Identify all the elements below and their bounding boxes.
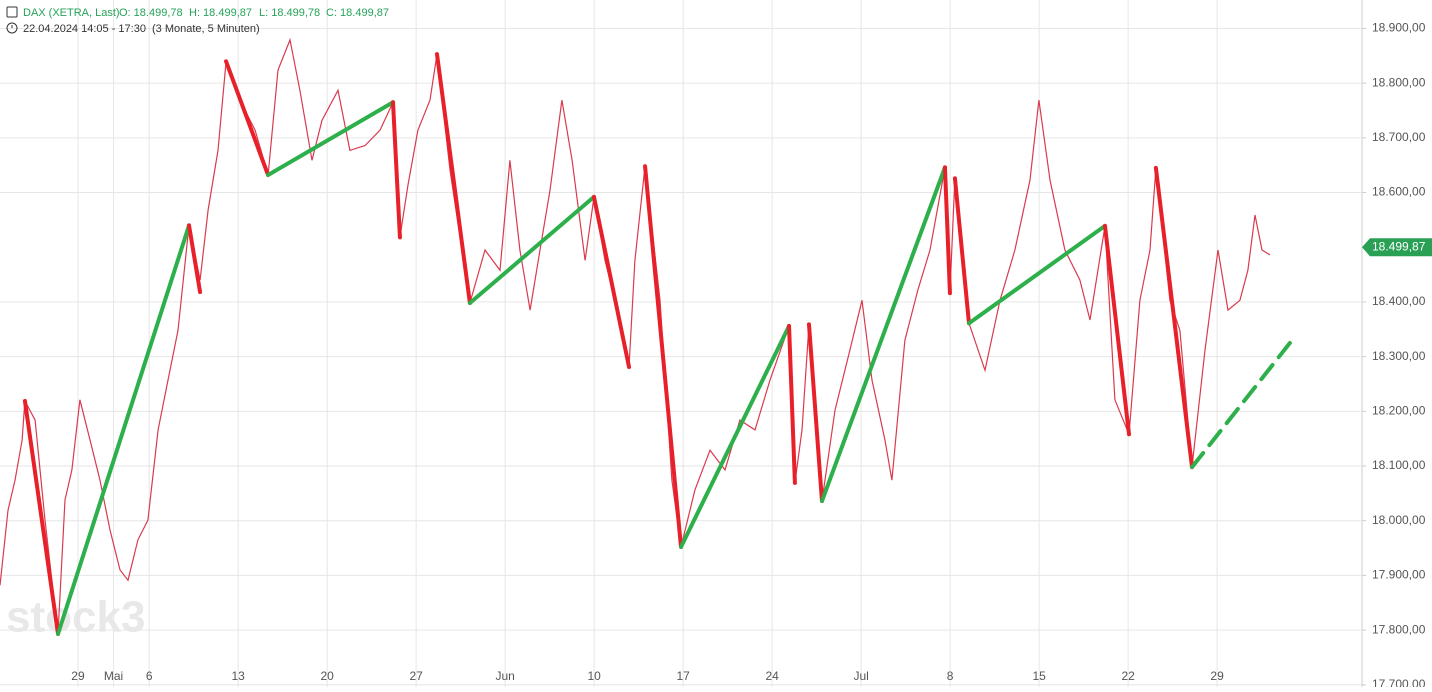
x-tick-label: 24 [765,669,779,683]
y-tick-label: 17.800,00 [1372,622,1426,636]
y-tick-label: 18.000,00 [1372,513,1426,527]
y-tick-label: 18.300,00 [1372,349,1426,363]
last-price-label: 18.499,87 [1372,239,1426,253]
zigzag-segment [787,323,797,485]
x-tick-label: 8 [947,669,954,683]
zigzag-segment [434,52,472,306]
zigzag-segment [819,165,947,504]
clock-icon [6,22,18,34]
x-tick-label: 17 [676,669,690,683]
zigzag-segment [56,223,192,636]
high: H: 18.499,87 [189,7,252,19]
zigzag-segment [22,398,61,636]
zigzag-segment [187,223,203,295]
last-price-box [1362,238,1432,257]
y-tick-label: 18.700,00 [1372,130,1426,144]
x-tick-label: 20 [320,669,334,683]
zigzag-segment [679,323,792,549]
zigzag-segment [1102,223,1132,437]
low: L: 18.499,78 [259,7,320,19]
x-tick-label: 22 [1121,669,1135,683]
y-tick-label: 18.100,00 [1372,458,1426,472]
zigzag-segment [966,223,1107,326]
x-tick-label: Jun [495,669,514,683]
x-tick-label: 10 [587,669,601,683]
instrument: DAX (XETRA, Last) [23,7,120,19]
open: O: 18.499,78 [119,7,183,19]
range: 22.04.2024 14:05 - 17:30 [23,23,146,35]
y-tick-label: 18.200,00 [1372,403,1426,417]
header: DAX (XETRA, Last) O: 18.499,78 H: 18.499… [6,6,389,35]
x-tick-label: 6 [146,669,153,683]
x-tick-label: 15 [1032,669,1046,683]
zigzag-segment [266,100,396,178]
x-tick-label: Jul [853,669,868,683]
x-tick-label: 29 [71,669,85,683]
x-tick-label: 13 [231,669,245,683]
zigzag-segment [643,164,683,549]
y-tick-label: 17.900,00 [1372,568,1426,582]
period: (3 Monate, 5 Minuten) [152,23,260,35]
zigzag-segment [467,194,596,306]
x-tick-label: Mai [104,669,123,683]
y-tick-label: 18.800,00 [1372,75,1426,89]
watermark: stock3 [6,593,145,642]
zigzag-segment [391,100,402,240]
y-tick-label: 18.600,00 [1372,185,1426,199]
x-tick-label: 29 [1210,669,1224,683]
price-line [0,37,1271,634]
zigzag-segment [591,194,632,370]
y-tick-label: 17.700,00 [1372,677,1426,687]
zigzag-segment [224,59,271,178]
y-tick-label: 18.900,00 [1372,21,1426,35]
zigzag-segment [806,322,824,504]
close: C: 18.499,87 [326,7,389,19]
zigzag-segment [942,165,952,296]
zigzag-segment [1190,340,1292,470]
zigzag-segment [1153,165,1195,470]
icon [6,6,18,18]
y-tick-label: 18.400,00 [1372,294,1426,308]
x-tick-label: 27 [409,669,423,683]
zigzag-segment [952,176,971,326]
